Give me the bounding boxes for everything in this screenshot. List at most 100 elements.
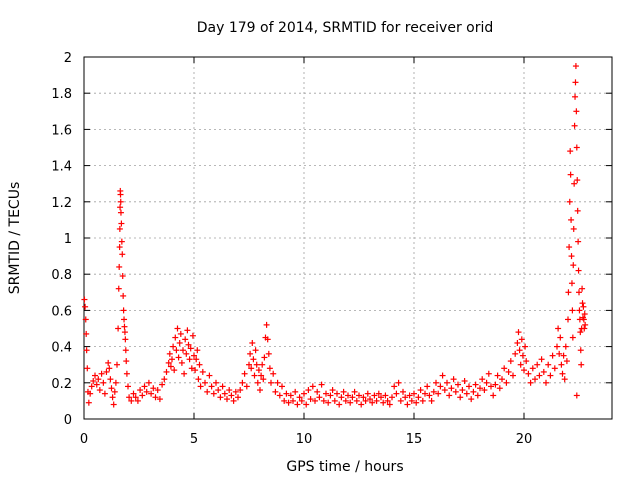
data-point xyxy=(266,365,273,372)
data-point xyxy=(402,394,409,401)
data-point xyxy=(141,383,148,390)
data-point xyxy=(538,356,545,363)
data-point xyxy=(517,361,524,368)
data-point xyxy=(105,359,112,366)
data-point xyxy=(334,390,340,397)
data-point xyxy=(574,177,581,184)
data-point xyxy=(470,388,477,395)
data-point xyxy=(579,285,586,292)
data-point xyxy=(88,383,95,390)
data-point xyxy=(397,397,404,404)
data-point xyxy=(580,303,587,310)
data-point xyxy=(294,401,301,408)
data-point xyxy=(565,316,571,323)
data-point xyxy=(316,394,323,401)
data-point xyxy=(331,397,338,404)
data-point xyxy=(342,397,349,404)
data-point xyxy=(123,358,130,365)
data-point xyxy=(165,359,172,366)
data-point xyxy=(169,356,175,363)
data-point xyxy=(499,376,505,383)
data-point xyxy=(224,396,230,403)
data-point xyxy=(561,376,568,383)
data-point xyxy=(312,397,318,404)
data-point xyxy=(466,383,472,390)
data-point xyxy=(568,280,575,287)
data-point xyxy=(309,383,316,390)
data-point xyxy=(314,388,321,395)
data-point xyxy=(428,397,435,404)
data-point xyxy=(283,390,290,397)
data-point xyxy=(437,383,444,390)
data-point xyxy=(448,385,455,392)
data-point xyxy=(114,361,120,368)
data-point xyxy=(120,292,127,299)
data-point xyxy=(119,251,126,258)
data-point xyxy=(173,347,180,354)
data-point xyxy=(323,390,329,397)
data-point xyxy=(213,379,219,386)
data-point xyxy=(554,343,560,350)
data-point xyxy=(378,394,384,401)
data-point xyxy=(95,376,102,383)
data-point xyxy=(571,122,578,129)
data-point xyxy=(148,390,155,397)
data-point xyxy=(560,352,567,359)
data-point xyxy=(122,347,129,354)
data-point xyxy=(356,392,362,399)
data-point xyxy=(391,383,398,390)
data-point xyxy=(577,347,584,354)
y-tick-label: 0.6 xyxy=(51,304,72,319)
x-tick-label: 10 xyxy=(296,432,313,447)
data-point xyxy=(178,359,185,366)
data-point xyxy=(327,392,334,399)
data-point xyxy=(512,350,519,357)
data-point xyxy=(252,347,259,354)
data-point xyxy=(461,377,468,384)
data-point xyxy=(393,390,400,397)
data-point xyxy=(575,267,582,274)
data-point xyxy=(171,367,178,374)
data-point xyxy=(492,381,499,388)
data-point xyxy=(375,390,382,397)
y-tick-label: 1.2 xyxy=(51,196,72,211)
data-point xyxy=(170,343,177,350)
data-point xyxy=(172,334,179,341)
data-point xyxy=(380,399,387,406)
data-point xyxy=(264,336,271,343)
data-point xyxy=(362,397,369,404)
data-point xyxy=(516,347,523,354)
data-point xyxy=(395,379,402,386)
data-point xyxy=(329,387,336,394)
data-point xyxy=(185,341,192,348)
data-point xyxy=(320,397,327,404)
data-point xyxy=(566,244,573,251)
data-point xyxy=(257,387,263,394)
data-point xyxy=(228,392,235,399)
y-tick-label: 1.6 xyxy=(51,123,72,138)
data-point xyxy=(411,390,417,397)
data-point xyxy=(232,388,239,395)
data-point xyxy=(572,93,579,100)
data-point xyxy=(360,394,367,401)
data-point xyxy=(128,397,135,404)
data-point xyxy=(248,365,255,372)
data-point xyxy=(389,394,395,401)
data-point xyxy=(119,273,126,280)
data-point xyxy=(301,390,307,397)
data-point xyxy=(121,329,128,336)
data-point xyxy=(83,347,90,354)
data-point xyxy=(474,392,481,399)
data-point xyxy=(189,332,196,339)
data-point xyxy=(279,383,285,390)
x-tick-label: 0 xyxy=(80,432,88,447)
data-point xyxy=(182,336,189,343)
data-point xyxy=(85,399,92,406)
data-point xyxy=(534,361,541,368)
data-point xyxy=(101,390,108,397)
data-point xyxy=(367,396,373,403)
data-point xyxy=(485,370,492,377)
data-point xyxy=(364,390,371,397)
data-point xyxy=(572,79,579,86)
data-point xyxy=(572,63,579,70)
